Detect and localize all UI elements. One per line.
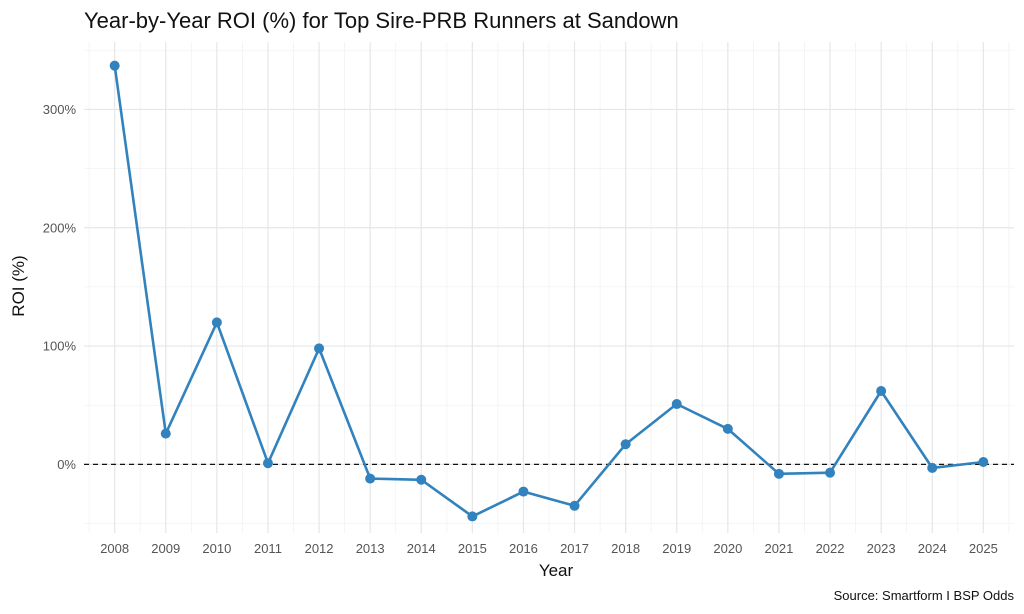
y-axis-ticks: 0% 100% 200% 300% (43, 102, 77, 472)
y-tick-label: 200% (43, 220, 77, 235)
x-tick-label: 2009 (151, 541, 180, 556)
x-tick-label: 2018 (611, 541, 640, 556)
data-point-2010 (211, 317, 222, 328)
x-tick-label: 2015 (458, 541, 487, 556)
x-tick-label: 2008 (100, 541, 129, 556)
x-tick-label: 2014 (407, 541, 436, 556)
data-point-2024 (927, 462, 938, 473)
x-tick-label: 2024 (918, 541, 947, 556)
roi-series (109, 60, 989, 522)
grid (84, 42, 1014, 533)
y-tick-label: 0% (57, 457, 76, 472)
data-point-2020 (722, 423, 733, 434)
data-point-2023 (876, 386, 887, 397)
data-point-2013 (365, 473, 376, 484)
chart-title: Year-by-Year ROI (%) for Top Sire-PRB Ru… (84, 8, 679, 33)
x-tick-label: 2010 (202, 541, 231, 556)
y-axis-title: ROI (%) (9, 255, 28, 316)
x-tick-label: 2012 (305, 541, 334, 556)
data-point-2012 (314, 343, 325, 354)
data-point-2019 (671, 399, 682, 410)
data-point-2016 (518, 486, 529, 497)
data-point-2008 (109, 60, 120, 71)
x-tick-label: 2017 (560, 541, 589, 556)
x-tick-label: 2025 (969, 541, 998, 556)
data-point-2025 (978, 457, 989, 468)
data-point-2017 (569, 500, 580, 511)
data-point-2018 (620, 439, 631, 450)
data-point-2015 (467, 511, 478, 522)
data-point-2021 (773, 468, 784, 479)
x-tick-label: 2020 (713, 541, 742, 556)
data-point-2009 (160, 428, 171, 439)
data-point-2022 (825, 467, 836, 478)
data-point-2014 (416, 474, 427, 485)
x-tick-label: 2013 (356, 541, 385, 556)
y-tick-label: 300% (43, 102, 77, 117)
x-tick-label: 2023 (867, 541, 896, 556)
y-tick-label: 100% (43, 339, 77, 354)
x-tick-label: 2021 (764, 541, 793, 556)
x-tick-label: 2016 (509, 541, 538, 556)
series-line (113, 65, 984, 518)
x-axis-ticks: 2008 2009 2010 2011 2012 2013 2014 2015 2016 2017… (100, 541, 998, 556)
source-caption: Source: Smartform I BSP Odds (834, 588, 1015, 603)
data-point-2011 (262, 458, 273, 469)
x-tick-label: 2011 (254, 541, 282, 556)
x-axis-title: Year (539, 561, 574, 580)
x-tick-label: 2022 (816, 541, 845, 556)
x-tick-label: 2019 (662, 541, 691, 556)
